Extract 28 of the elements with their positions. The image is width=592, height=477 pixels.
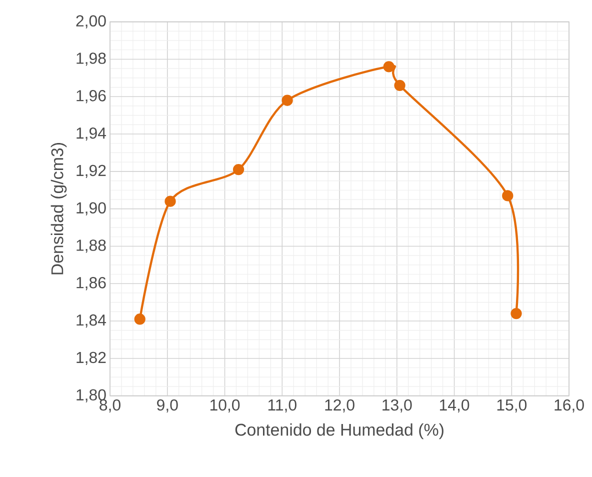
point — [510, 308, 522, 320]
y-tick-label: 1,82 — [76, 352, 106, 366]
x-tick-label: 15,0 — [497, 399, 527, 413]
point — [164, 196, 176, 207]
x-tick-label: 14,0 — [440, 399, 470, 413]
y-tick-label: 2,00 — [76, 15, 106, 28]
point — [232, 164, 244, 176]
point — [134, 314, 146, 325]
x-tick-label: 10,0 — [210, 399, 240, 413]
y-tick-label: 1,96 — [76, 90, 106, 104]
y-tick-label: 1,86 — [76, 277, 106, 290]
x-axis-title: Contenido de Humedad (%) — [235, 423, 444, 440]
y-tick-label: 1,88 — [76, 240, 106, 253]
y-tick-label: 1,98 — [76, 52, 106, 66]
y-tick-label: 1,94 — [76, 127, 106, 141]
x-tick-label: 16,0 — [554, 399, 584, 413]
y-axis-title: Densidad (g/cm3) — [50, 143, 67, 274]
x-tick-label: 11,0 — [268, 399, 296, 413]
point — [282, 94, 293, 106]
x-tick-label: 12,0 — [325, 399, 354, 413]
y-tick-label: 1,90 — [76, 202, 106, 216]
x-tick-label: 13,0 — [382, 399, 412, 413]
x-tick-label: 9,0 — [157, 399, 178, 413]
point — [502, 190, 514, 202]
y-tick-label: 1,92 — [76, 164, 106, 178]
point — [383, 61, 394, 72]
point — [394, 80, 406, 92]
y-tick-label: 1,84 — [76, 314, 106, 328]
